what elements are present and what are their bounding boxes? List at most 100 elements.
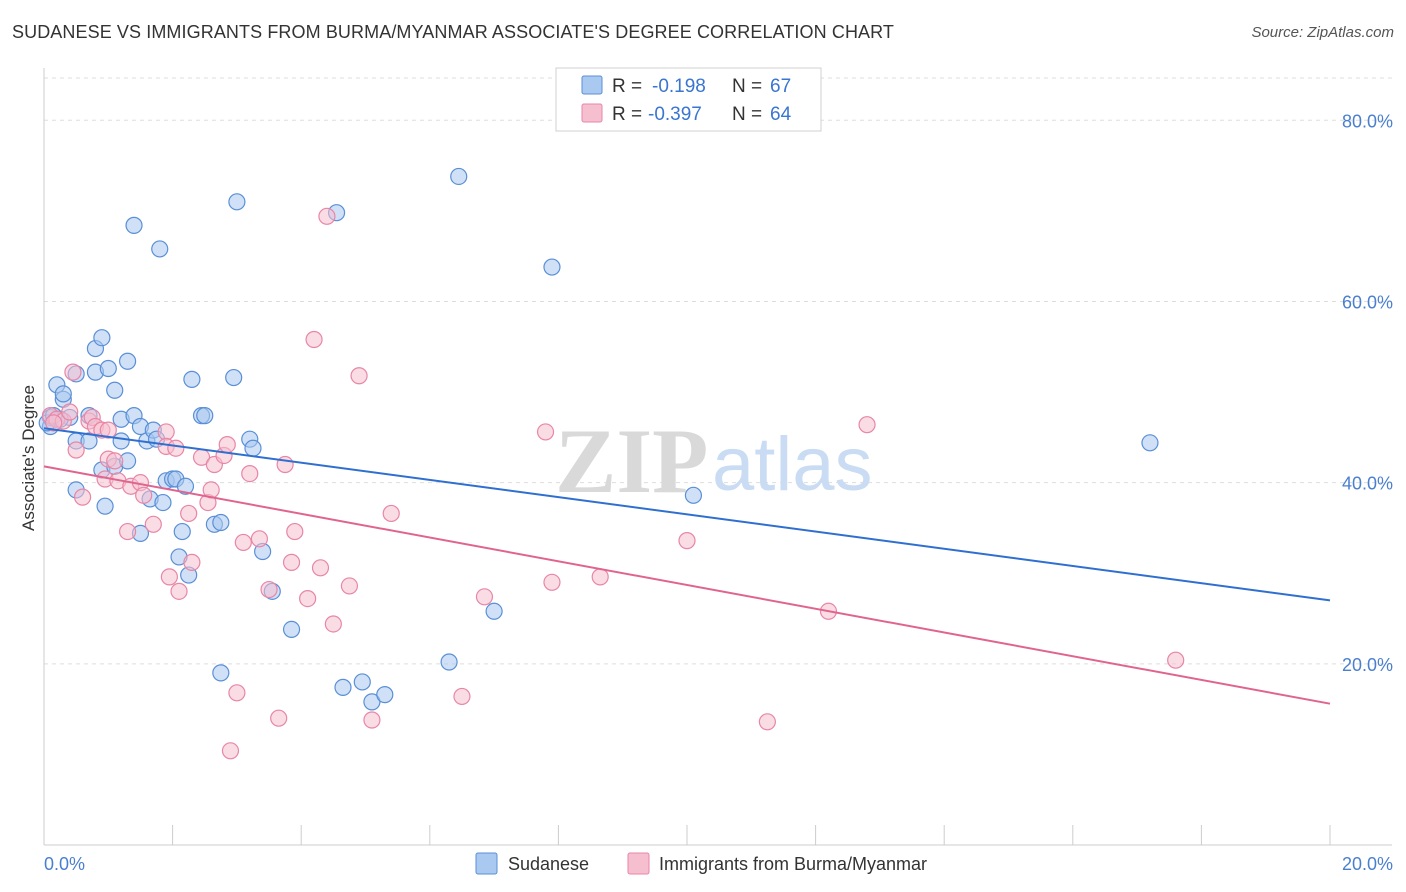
chart-title: SUDANESE VS IMMIGRANTS FROM BURMA/MYANMA… (12, 22, 895, 42)
sudanese-point (212, 664, 230, 682)
legend-r-label-1: R = (612, 76, 642, 97)
burma-point (61, 403, 79, 421)
sudanese-point (228, 193, 246, 211)
sudanese-point (225, 368, 243, 387)
sudanese-point (173, 522, 191, 541)
legend-swatch-sudanese (581, 75, 603, 95)
burma-point (234, 533, 252, 552)
burma-point (340, 577, 359, 595)
burma-point (180, 504, 198, 523)
sudanese-point (106, 381, 124, 399)
burma-point (678, 532, 696, 550)
sudanese-point (450, 167, 468, 186)
y-tick-label: 40.0% (1342, 474, 1393, 494)
sudanese-point (196, 407, 214, 425)
burma-point (160, 568, 178, 586)
sudanese-point (154, 493, 172, 512)
top-legend: R = -0.198 N = 67 R = -0.397 N = 64 (555, 67, 822, 132)
sudanese-point (54, 385, 72, 403)
burma-point (1167, 651, 1185, 669)
x-tick-label-max: 20.0% (1342, 854, 1393, 874)
bottom-legend-swatch-burma (627, 852, 650, 875)
burma-point (543, 573, 561, 591)
sudanese-point (244, 439, 262, 457)
burma-trend-line (43, 465, 1331, 705)
burma-point (99, 421, 117, 439)
watermark: ZIP atlas (555, 410, 873, 512)
burma-point (453, 687, 471, 706)
sudanese-point (80, 432, 98, 450)
sudanese-point (282, 620, 301, 639)
burma-point (324, 615, 342, 633)
sudanese-point (543, 258, 561, 276)
x-tick-labels: 0.0% 20.0% (44, 854, 1393, 874)
burma-point (183, 553, 201, 571)
burma-point (475, 588, 494, 606)
bottom-legend-swatch-sudanese (475, 852, 498, 875)
burma-point (73, 488, 92, 506)
bottom-legend: Sudanese Immigrants from Burma/Myanmar (475, 852, 927, 875)
trend-lines (43, 427, 1331, 705)
burma-point (282, 553, 301, 571)
sudanese-point (485, 602, 503, 620)
x-tick-label-min: 0.0% (44, 854, 85, 874)
sudanese-point (99, 359, 117, 378)
burma-point (67, 441, 85, 459)
legend-swatch-burma (581, 103, 603, 123)
burma-point (858, 416, 876, 434)
sudanese-point (684, 486, 703, 504)
source-label: Source: ZipAtlas.com (1251, 24, 1394, 41)
sudanese-point (96, 497, 114, 515)
axes (43, 68, 1392, 846)
burma-point (45, 414, 63, 432)
legend-r-value-1: -0.198 (652, 76, 706, 97)
legend-n-value-2: 64 (770, 104, 792, 125)
sudanese-trend-line (43, 427, 1331, 602)
watermark-atlas: atlas (712, 422, 873, 507)
burma-point (218, 436, 236, 454)
sudanese-point (363, 693, 381, 711)
sudanese-point (376, 686, 394, 704)
burma-point (305, 330, 323, 349)
burma-point (144, 515, 162, 533)
sudanese-point (151, 240, 169, 258)
sudanese-point (212, 513, 230, 532)
burma-point (270, 709, 288, 727)
sudanese-point (112, 432, 130, 450)
burma-point (260, 580, 278, 599)
burma-point (318, 207, 336, 225)
sudanese-point (353, 673, 371, 691)
burma-point (382, 504, 400, 523)
y-axis-label: Associate's Degree (19, 385, 38, 531)
legend-n-label-1: N = (732, 76, 762, 97)
burma-point (241, 464, 259, 483)
sudanese-point (183, 370, 201, 388)
burma-point (299, 589, 317, 608)
legend-r-value-2: -0.397 (648, 104, 702, 125)
burma-point (228, 684, 246, 702)
y-tick-label: 80.0% (1342, 111, 1393, 131)
burma-point (170, 582, 188, 600)
sudanese-point (93, 329, 111, 347)
burma-point (250, 530, 269, 548)
grid-lines (44, 77, 1392, 665)
legend-n-label-2: N = (732, 104, 762, 125)
burma-point (64, 363, 82, 381)
burma-point (536, 423, 555, 441)
sudanese-point (176, 477, 195, 495)
sudanese-point (118, 352, 137, 370)
burma-point (157, 423, 175, 441)
sudanese-point (1141, 434, 1159, 452)
bottom-legend-label-sudanese: Sudanese (508, 854, 589, 874)
sudanese-point (334, 678, 352, 696)
y-tick-labels: 20.0% 40.0% 60.0% 80.0% (1342, 111, 1393, 675)
watermark-zip: ZIP (555, 410, 708, 512)
burma-point (118, 522, 137, 541)
burma-point (758, 713, 776, 731)
burma-point (363, 711, 381, 729)
burma-point (221, 742, 240, 760)
sudanese-point (125, 216, 143, 234)
burma-point (286, 522, 304, 541)
burma-point (106, 452, 124, 470)
